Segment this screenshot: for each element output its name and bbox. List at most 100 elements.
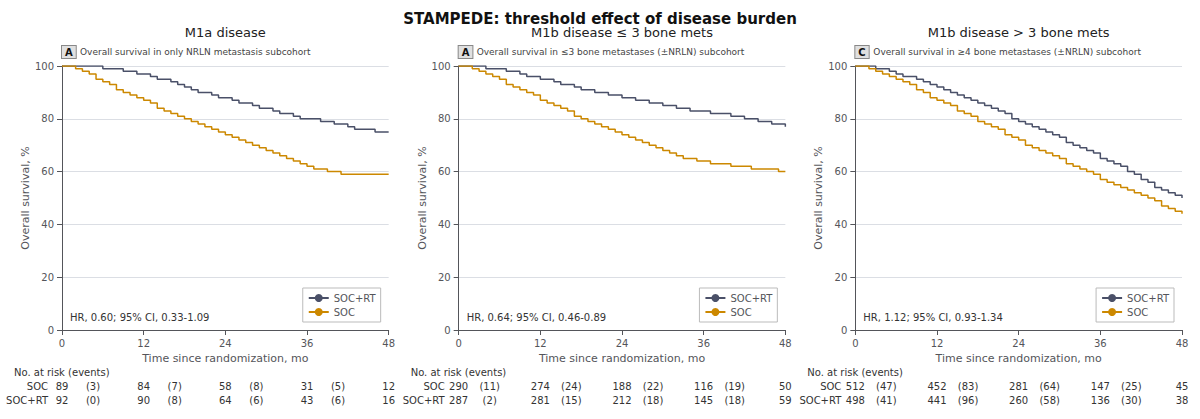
svg-text:188: 188 — [612, 381, 631, 392]
svg-text:59: 59 — [779, 395, 792, 406]
svg-text:60: 60 — [438, 166, 451, 177]
svg-text:80: 80 — [438, 113, 451, 124]
svg-text:116: 116 — [694, 381, 713, 392]
svg-text:40: 40 — [438, 219, 451, 230]
svg-text:12: 12 — [382, 381, 395, 392]
svg-text:(22): (22) — [643, 381, 664, 392]
svg-text:0: 0 — [852, 338, 858, 349]
svg-text:48: 48 — [382, 338, 395, 349]
svg-text:A: A — [65, 47, 73, 58]
svg-text:24: 24 — [1012, 338, 1025, 349]
svg-text:SOC+RT: SOC+RT — [6, 395, 49, 406]
svg-text:(7): (7) — [168, 381, 182, 392]
svg-text:(96): (96) — [958, 395, 979, 406]
svg-text:SOC: SOC — [334, 307, 355, 318]
svg-text:(11): (11) — [479, 381, 500, 392]
svg-text:145: 145 — [694, 395, 713, 406]
svg-text:281: 281 — [531, 395, 550, 406]
svg-text:100: 100 — [35, 61, 54, 72]
svg-text:(58): (58) — [1039, 395, 1060, 406]
svg-text:(8): (8) — [249, 381, 263, 392]
svg-text:20: 20 — [41, 272, 54, 283]
svg-text:80: 80 — [41, 113, 54, 124]
svg-text:No. at risk (events): No. at risk (events) — [411, 367, 507, 378]
svg-text:36: 36 — [1094, 338, 1107, 349]
svg-text:16: 16 — [382, 395, 395, 406]
svg-text:SOC+RT: SOC+RT — [730, 293, 773, 304]
svg-text:12: 12 — [534, 338, 547, 349]
svg-text:287: 287 — [449, 395, 468, 406]
svg-text:43: 43 — [301, 395, 314, 406]
svg-text:40: 40 — [835, 219, 848, 230]
svg-text:(18): (18) — [724, 395, 745, 406]
svg-text:24: 24 — [219, 338, 232, 349]
svg-text:(83): (83) — [958, 381, 979, 392]
svg-text:274: 274 — [531, 381, 550, 392]
svg-text:(18): (18) — [643, 395, 664, 406]
svg-text:STAMPEDE: threshold effect of: STAMPEDE: threshold effect of disease bu… — [403, 10, 797, 28]
svg-text:(47): (47) — [876, 381, 897, 392]
svg-text:12: 12 — [137, 338, 150, 349]
svg-text:136: 136 — [1091, 395, 1110, 406]
svg-text:212: 212 — [612, 395, 631, 406]
svg-text:36: 36 — [301, 338, 314, 349]
svg-text:Time since randomization, mo: Time since randomization, mo — [538, 352, 706, 365]
svg-text:(6): (6) — [331, 395, 345, 406]
svg-text:512: 512 — [846, 381, 865, 392]
svg-text:452: 452 — [927, 381, 946, 392]
svg-text:50: 50 — [779, 381, 792, 392]
svg-text:M1a disease: M1a disease — [185, 25, 266, 40]
svg-text:92: 92 — [56, 395, 69, 406]
svg-text:147: 147 — [1091, 381, 1110, 392]
svg-text:M1b disease > 3 bone mets: M1b disease > 3 bone mets — [928, 25, 1110, 40]
svg-text:(30): (30) — [1121, 395, 1142, 406]
svg-text:(41): (41) — [876, 395, 897, 406]
svg-text:58: 58 — [219, 381, 232, 392]
svg-text:Overall survival, %: Overall survival, % — [19, 146, 32, 249]
svg-text:(6): (6) — [249, 395, 263, 406]
svg-text:Time since randomization, mo: Time since randomization, mo — [141, 352, 309, 365]
svg-text:Time since randomization, mo: Time since randomization, mo — [935, 352, 1103, 365]
svg-text:Overall survival in only NRLN: Overall survival in only NRLN metastasis… — [80, 47, 311, 57]
svg-text:(0): (0) — [86, 395, 100, 406]
svg-text:0: 0 — [48, 325, 54, 336]
svg-text:HR, 0.60; 95% CI, 0.33-1.09: HR, 0.60; 95% CI, 0.33-1.09 — [70, 312, 209, 323]
svg-text:No. at risk (events): No. at risk (events) — [14, 367, 110, 378]
svg-text:(8): (8) — [168, 395, 182, 406]
svg-text:0: 0 — [59, 338, 65, 349]
svg-text:20: 20 — [438, 272, 451, 283]
svg-text:A: A — [462, 47, 470, 58]
svg-text:60: 60 — [41, 166, 54, 177]
svg-text:45: 45 — [1176, 381, 1189, 392]
svg-text:89: 89 — [56, 381, 69, 392]
svg-text:12: 12 — [931, 338, 944, 349]
svg-text:SOC: SOC — [27, 381, 48, 392]
svg-text:(24): (24) — [561, 381, 582, 392]
svg-text:0: 0 — [444, 325, 450, 336]
svg-text:441: 441 — [927, 395, 946, 406]
svg-text:48: 48 — [1176, 338, 1189, 349]
svg-text:64: 64 — [219, 395, 232, 406]
svg-text:31: 31 — [301, 381, 314, 392]
svg-text:Overall survival in ≥4 bone me: Overall survival in ≥4 bone metastases (… — [873, 47, 1141, 57]
svg-text:80: 80 — [835, 113, 848, 124]
svg-text:(25): (25) — [1121, 381, 1142, 392]
svg-text:498: 498 — [846, 395, 865, 406]
svg-text:Overall survival, %: Overall survival, % — [812, 146, 825, 249]
svg-text:No. at risk (events): No. at risk (events) — [807, 367, 903, 378]
svg-text:Overall survival, %: Overall survival, % — [416, 146, 429, 249]
svg-text:0: 0 — [841, 325, 847, 336]
svg-text:HR, 1.12; 95% CI, 0.93-1.34: HR, 1.12; 95% CI, 0.93-1.34 — [863, 312, 1002, 323]
svg-text:SOC+RT: SOC+RT — [403, 395, 446, 406]
svg-text:38: 38 — [1176, 395, 1189, 406]
svg-text:260: 260 — [1009, 395, 1028, 406]
svg-text:(19): (19) — [724, 381, 745, 392]
svg-text:SOC+RT: SOC+RT — [334, 293, 377, 304]
svg-text:SOC+RT: SOC+RT — [1127, 293, 1170, 304]
svg-text:281: 281 — [1009, 381, 1028, 392]
svg-text:290: 290 — [449, 381, 468, 392]
svg-text:60: 60 — [835, 166, 848, 177]
svg-text:C: C — [858, 47, 865, 58]
svg-text:36: 36 — [697, 338, 710, 349]
svg-text:40: 40 — [41, 219, 54, 230]
